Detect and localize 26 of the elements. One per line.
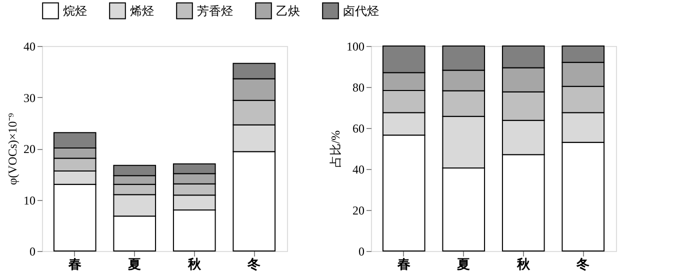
x-tick-label: 秋 [186, 256, 202, 272]
legend-label: 卤代烃 [343, 4, 379, 18]
y-tick-label: 0 [30, 244, 36, 258]
x-tick-label: 夏 [456, 256, 470, 272]
y-axis-title: 占比/% [328, 130, 342, 168]
x-tick-label: 春 [67, 256, 82, 272]
y-tick-label: 100 [346, 40, 364, 54]
y-tick-label: 0 [358, 244, 364, 258]
y-tick-label: 40 [24, 40, 36, 54]
x-tick-label: 春 [396, 256, 410, 272]
x-tick-label: 冬 [576, 256, 590, 272]
legend-label: 烷烃 [63, 4, 87, 18]
y-tick-label: 40 [352, 162, 364, 176]
y-tick-label: 10 [24, 193, 36, 208]
y-tick-label: 30 [24, 90, 36, 105]
x-tick-label: 秋 [516, 256, 531, 272]
legend-label: 芳香烃 [197, 4, 233, 18]
y-tick-label: 80 [352, 80, 364, 94]
y-tick-label: 20 [24, 142, 36, 156]
legend-label: 乙炔 [276, 4, 300, 18]
x-tick-label: 冬 [246, 256, 261, 272]
legend-label: 烯烃 [130, 4, 154, 18]
y-tick-label: 20 [352, 204, 364, 218]
y-tick-label: 60 [352, 122, 364, 136]
x-tick-label: 夏 [127, 256, 142, 272]
y-axis-title: φ(VOCs)×10⁻⁹ [6, 113, 20, 185]
